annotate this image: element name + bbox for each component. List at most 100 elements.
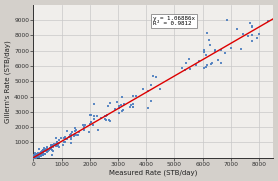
- Point: [241, 33, 245, 36]
- Point: [40, 153, 45, 156]
- Point: [38, 155, 43, 158]
- Point: [45, 149, 50, 152]
- Point: [35, 154, 39, 157]
- Point: [146, 106, 151, 109]
- Point: [120, 110, 124, 113]
- Point: [34, 156, 38, 159]
- Point: [43, 150, 47, 153]
- Point: [157, 87, 162, 90]
- Point: [33, 154, 38, 157]
- Point: [205, 64, 209, 67]
- Point: [154, 76, 158, 79]
- Point: [131, 94, 136, 97]
- Point: [54, 145, 59, 148]
- Point: [212, 49, 217, 51]
- Point: [207, 44, 212, 47]
- Point: [104, 114, 108, 117]
- Point: [103, 115, 107, 118]
- Point: [54, 142, 59, 145]
- Point: [37, 153, 41, 155]
- Point: [49, 148, 54, 150]
- Point: [35, 154, 39, 157]
- Point: [106, 105, 110, 108]
- Point: [45, 150, 50, 153]
- Point: [39, 151, 44, 154]
- Point: [73, 126, 77, 129]
- Point: [92, 118, 96, 121]
- Point: [40, 151, 44, 154]
- Point: [38, 153, 43, 156]
- Point: [34, 153, 39, 156]
- Point: [34, 153, 39, 156]
- Point: [68, 138, 73, 141]
- Point: [96, 128, 100, 131]
- Point: [202, 51, 206, 54]
- Point: [106, 119, 111, 122]
- Point: [51, 146, 56, 148]
- Point: [131, 105, 136, 108]
- Point: [202, 66, 206, 69]
- Point: [64, 130, 69, 133]
- Point: [33, 152, 38, 155]
- Point: [81, 129, 86, 132]
- Point: [32, 155, 36, 158]
- Point: [222, 52, 227, 55]
- Point: [108, 120, 113, 123]
- Point: [41, 147, 46, 150]
- Point: [49, 146, 54, 148]
- Point: [228, 47, 233, 50]
- Point: [57, 138, 61, 141]
- Point: [50, 144, 54, 147]
- Point: [130, 106, 135, 109]
- Point: [49, 149, 54, 152]
- Point: [52, 142, 56, 145]
- Point: [72, 135, 77, 138]
- Point: [42, 148, 47, 151]
- Point: [37, 148, 42, 151]
- Point: [37, 153, 41, 155]
- Point: [74, 133, 79, 136]
- Point: [33, 155, 37, 158]
- Point: [45, 146, 49, 149]
- Point: [33, 155, 37, 158]
- Point: [95, 114, 99, 117]
- Point: [250, 40, 254, 43]
- Point: [219, 62, 224, 65]
- Point: [88, 123, 93, 126]
- Point: [69, 142, 73, 145]
- Point: [40, 150, 44, 153]
- Point: [128, 104, 133, 107]
- Point: [40, 149, 45, 152]
- Point: [134, 94, 138, 97]
- Point: [32, 156, 37, 159]
- Point: [210, 62, 214, 65]
- Point: [34, 152, 39, 155]
- Point: [35, 155, 40, 158]
- Point: [74, 128, 78, 131]
- Point: [88, 114, 92, 117]
- Point: [45, 148, 50, 151]
- Point: [250, 24, 254, 27]
- Point: [40, 153, 44, 156]
- Point: [42, 152, 47, 155]
- Point: [36, 153, 40, 156]
- Point: [38, 154, 42, 157]
- Point: [39, 151, 43, 154]
- Point: [57, 146, 61, 148]
- Point: [89, 120, 93, 123]
- Point: [108, 101, 112, 104]
- Point: [37, 156, 41, 159]
- Point: [50, 154, 54, 157]
- Point: [257, 32, 261, 35]
- Point: [67, 136, 71, 138]
- Point: [62, 136, 67, 138]
- Point: [48, 146, 53, 149]
- Point: [180, 66, 184, 69]
- Point: [197, 60, 202, 63]
- Point: [194, 63, 199, 66]
- Point: [63, 140, 67, 143]
- Point: [41, 149, 46, 151]
- Point: [128, 106, 132, 108]
- Point: [41, 150, 45, 153]
- Point: [32, 156, 36, 159]
